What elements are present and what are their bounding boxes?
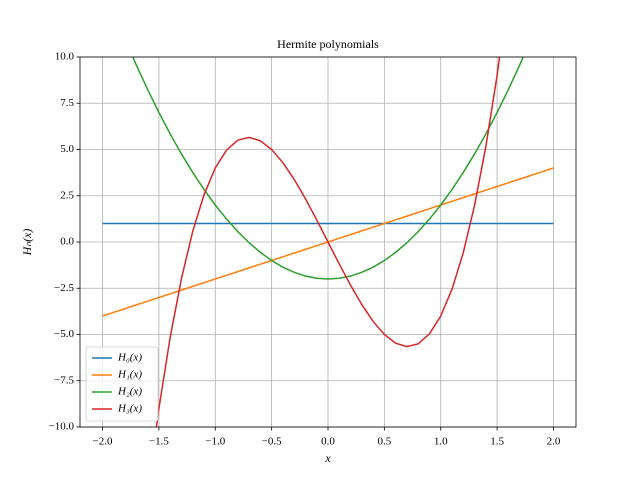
- y-tick-label: 0.0: [60, 236, 74, 248]
- x-tick-label: −2.0: [93, 436, 113, 448]
- legend-label: H₁(x): [117, 369, 142, 381]
- y-tick-label: 2.5: [60, 189, 74, 201]
- legend-label: H₃(x): [117, 403, 142, 415]
- x-tick-label: −1.5: [149, 436, 169, 448]
- y-axis-label: Hₙ(x): [20, 229, 34, 257]
- x-tick-label: 0.5: [377, 436, 391, 448]
- x-tick-label: −1.0: [205, 436, 225, 448]
- x-axis-label: x: [324, 451, 331, 465]
- chart-title: Hermite polynomials: [277, 37, 379, 51]
- x-tick-label: 1.5: [490, 436, 504, 448]
- plot-area: [102, 57, 554, 427]
- legend-label: H₂(x): [117, 386, 142, 398]
- x-tick-label: 1.0: [434, 436, 448, 448]
- legend-label: H₀(x): [117, 352, 142, 364]
- y-tick-label: 5.0: [60, 143, 74, 155]
- y-tick-label: −10.0: [49, 421, 75, 433]
- y-tick-label: 7.5: [60, 97, 74, 109]
- y-tick-label: −7.5: [54, 374, 74, 386]
- x-tick-label: −0.5: [262, 436, 282, 448]
- legend: H₀(x) H₁(x) H₂(x) H₃(x): [85, 346, 159, 422]
- y-tick-label: −2.5: [54, 282, 74, 294]
- y-tick-label: −5.0: [54, 328, 74, 340]
- x-tick-label: 2.0: [547, 436, 561, 448]
- y-tick-label: 10.0: [55, 51, 75, 63]
- legend-box: [85, 346, 159, 422]
- series-line: [132, 57, 524, 280]
- x-tick-label: 0.0: [321, 436, 335, 448]
- series-line: [155, 57, 501, 427]
